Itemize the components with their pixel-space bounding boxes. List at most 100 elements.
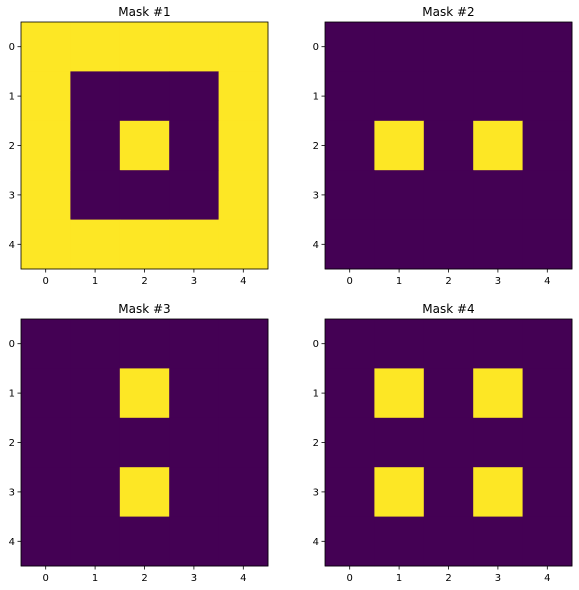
x-tick-label: 4 <box>544 573 550 584</box>
y-tick-label: 3 <box>9 190 15 201</box>
y-tick-label: 1 <box>9 92 15 103</box>
heatmap-cell <box>70 71 120 121</box>
x-tick-label: 2 <box>445 573 451 584</box>
heatmap-cell <box>473 517 523 567</box>
heatmap-cell <box>523 71 573 121</box>
x-tick-label: 2 <box>445 276 451 287</box>
mask-panel-3: Mask #3 0 1 2 3 4 0 1 2 3 4 <box>9 302 269 584</box>
heatmap-cell <box>374 170 424 220</box>
heatmap-cell <box>424 517 474 567</box>
heatmap-cell <box>169 220 219 270</box>
heatmap-cell <box>374 220 424 270</box>
heatmap-cell <box>473 467 523 517</box>
heatmap-cell <box>523 170 573 220</box>
x-tick-label: 4 <box>240 573 246 584</box>
heatmap-cell <box>473 71 523 121</box>
heatmap-cell <box>219 517 269 567</box>
heatmap-cell <box>473 220 523 270</box>
heatmap-cell <box>219 467 269 517</box>
heatmap-cell <box>21 418 71 468</box>
heatmap-cell <box>473 368 523 418</box>
heatmap-cell <box>325 368 375 418</box>
heatmap-cell <box>325 71 375 121</box>
heatmap-cell <box>21 71 71 121</box>
heatmap-cell <box>70 22 120 72</box>
heatmap-cell <box>169 121 219 171</box>
heatmap-cell <box>21 368 71 418</box>
mask-panel-2: Mask #2 0 1 2 3 4 0 1 2 3 4 <box>313 5 573 287</box>
heatmap-cell <box>374 319 424 369</box>
heatmap-cell <box>70 220 120 270</box>
heatmap-cell <box>120 368 170 418</box>
y-tick-label: 4 <box>9 537 15 548</box>
x-tick-label: 0 <box>347 276 353 287</box>
heatmap-cell <box>424 22 474 72</box>
heatmap-cell <box>21 517 71 567</box>
heatmap-cell <box>21 220 71 270</box>
heatmap-cell <box>70 418 120 468</box>
heatmap-cell <box>219 22 269 72</box>
heatmap-cell <box>374 368 424 418</box>
x-tick-label: 4 <box>544 276 550 287</box>
heatmap-cell <box>473 22 523 72</box>
y-tick-label: 3 <box>9 487 15 498</box>
heatmap-cell <box>70 467 120 517</box>
heatmap-cell <box>473 319 523 369</box>
x-tick-label: 1 <box>396 573 402 584</box>
y-tick-label: 2 <box>313 438 319 449</box>
mask-panel-4: Mask #4 0 1 2 3 4 0 1 2 3 4 <box>313 302 573 584</box>
x-tick-label: 3 <box>191 573 197 584</box>
heatmap-cell <box>325 170 375 220</box>
x-tick-label: 2 <box>141 276 147 287</box>
heatmap-cell <box>120 170 170 220</box>
heatmap-cell <box>169 418 219 468</box>
heatmap-cell <box>120 71 170 121</box>
y-tick-label: 2 <box>9 438 15 449</box>
y-tick-label: 2 <box>9 141 15 152</box>
heatmap-cell <box>374 467 424 517</box>
y-tick-label: 1 <box>313 92 319 103</box>
heatmap-cell <box>374 418 424 468</box>
heatmap-cell <box>70 121 120 171</box>
heatmap-cell <box>169 517 219 567</box>
heatmap-cell <box>523 368 573 418</box>
heatmap-cell <box>523 517 573 567</box>
x-tick-label: 1 <box>396 276 402 287</box>
heatmap-cell <box>169 71 219 121</box>
heatmap-cell <box>325 418 375 468</box>
y-tick-label: 3 <box>313 190 319 201</box>
heatmap-cell <box>169 368 219 418</box>
x-tick-label: 0 <box>43 573 49 584</box>
heatmap-cell <box>523 467 573 517</box>
y-tick-label: 3 <box>313 487 319 498</box>
heatmap-cell <box>473 170 523 220</box>
heatmap-cell <box>523 121 573 171</box>
panel-title: Mask #3 <box>118 302 170 316</box>
heatmap-cell <box>424 418 474 468</box>
heatmap-cell <box>169 467 219 517</box>
y-tick-label: 0 <box>9 42 15 53</box>
y-tick-label: 4 <box>313 537 319 548</box>
heatmap-cell <box>424 467 474 517</box>
heatmap-cell <box>325 121 375 171</box>
heatmap-cell <box>70 517 120 567</box>
heatmap-cell <box>424 368 474 418</box>
heatmap-cell <box>325 220 375 270</box>
x-tick-label: 3 <box>495 276 501 287</box>
heatmap-cell <box>424 220 474 270</box>
x-tick-label: 3 <box>495 573 501 584</box>
y-tick-label: 4 <box>9 240 15 251</box>
heatmap-cell <box>120 121 170 171</box>
y-tick-label: 1 <box>9 389 15 400</box>
heatmap-cell <box>21 319 71 369</box>
heatmap-cell <box>374 121 424 171</box>
heatmap-cell <box>70 319 120 369</box>
heatmap-cell <box>325 517 375 567</box>
heatmap-cell <box>120 517 170 567</box>
y-tick-label: 0 <box>9 339 15 350</box>
heatmap-cell <box>325 319 375 369</box>
heatmap-cell <box>473 121 523 171</box>
heatmap-cell <box>325 22 375 72</box>
heatmap-cell <box>424 170 474 220</box>
heatmap-cell <box>169 319 219 369</box>
